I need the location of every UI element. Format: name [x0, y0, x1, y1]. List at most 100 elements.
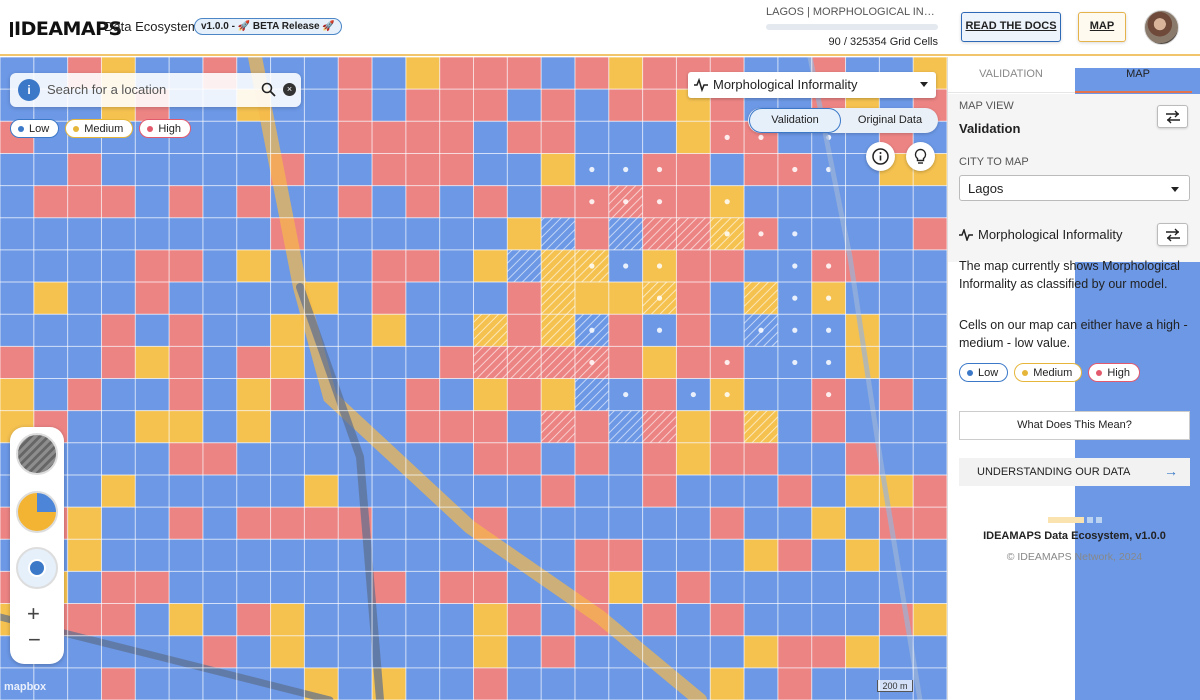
- grid-cell[interactable]: [101, 507, 136, 540]
- grid-cell[interactable]: [0, 249, 34, 283]
- grid-cell[interactable]: [101, 571, 136, 604]
- grid-cell[interactable]: [744, 507, 778, 540]
- grid-cell[interactable]: [879, 185, 914, 218]
- grid-cell[interactable]: [913, 474, 947, 508]
- grid-cell[interactable]: [574, 121, 609, 154]
- grid-cell[interactable]: [608, 442, 643, 475]
- grid-cell[interactable]: [372, 571, 406, 604]
- grid-cell[interactable]: [642, 571, 677, 604]
- grid-cell[interactable]: [169, 314, 203, 347]
- grid-cell[interactable]: [33, 185, 68, 218]
- grid-cell[interactable]: [0, 667, 34, 700]
- grid-cell[interactable]: [101, 539, 136, 572]
- grid-cell[interactable]: [710, 442, 745, 475]
- grid-cell[interactable]: [202, 442, 237, 475]
- grid-cell[interactable]: [304, 89, 339, 122]
- grid-cell[interactable]: [405, 378, 440, 411]
- grid-cell[interactable]: [507, 378, 542, 411]
- grid-cell[interactable]: [135, 378, 170, 411]
- grid-cell[interactable]: [169, 185, 203, 218]
- grid-cell[interactable]: [913, 410, 947, 443]
- grid-cell[interactable]: [372, 89, 406, 122]
- map-button[interactable]: MAP: [1078, 12, 1126, 42]
- grid-cell[interactable]: [777, 571, 812, 604]
- grid-cell[interactable]: [541, 57, 575, 90]
- grid-cell[interactable]: [338, 346, 373, 379]
- search-icon[interactable]: [261, 82, 276, 97]
- grid-cell[interactable]: [270, 314, 305, 347]
- locate-icon[interactable]: [16, 547, 58, 589]
- grid-cell[interactable]: [541, 378, 575, 411]
- grid-cell[interactable]: [710, 571, 745, 604]
- grid-cell[interactable]: [879, 217, 914, 250]
- grid-cell[interactable]: [439, 282, 474, 315]
- grid-cell[interactable]: [811, 539, 846, 572]
- grid-cell[interactable]: [541, 635, 575, 668]
- grid-cell[interactable]: [608, 314, 643, 347]
- grid-layer-icon[interactable]: [16, 491, 58, 533]
- grid-cell[interactable]: [879, 314, 914, 347]
- grid-cell[interactable]: [777, 667, 812, 700]
- grid-cell[interactable]: [473, 89, 508, 122]
- grid-cell[interactable]: [507, 282, 542, 315]
- grid-cell[interactable]: [338, 89, 373, 122]
- grid-cell[interactable]: [372, 474, 406, 508]
- grid-cell[interactable]: [473, 282, 508, 315]
- grid-cell[interactable]: [439, 89, 474, 122]
- grid-cell[interactable]: [67, 603, 102, 636]
- grid-cell[interactable]: [473, 635, 508, 668]
- grid-cell[interactable]: [236, 410, 271, 443]
- clear-icon[interactable]: ×: [283, 83, 296, 96]
- grid-cell[interactable]: [879, 282, 914, 315]
- grid-cell[interactable]: [676, 410, 711, 443]
- grid-cell[interactable]: [439, 442, 474, 475]
- grid-cell[interactable]: [304, 57, 339, 90]
- grid-cell[interactable]: [473, 378, 508, 411]
- grid-cell[interactable]: [372, 378, 406, 411]
- grid-cell[interactable]: [811, 507, 846, 540]
- grid-cell[interactable]: [372, 314, 406, 347]
- grid-cell[interactable]: [304, 249, 339, 283]
- grid-cell[interactable]: [574, 282, 609, 315]
- ideamaps-logo[interactable]: IDEAMAPS: [10, 18, 122, 40]
- grid-cell[interactable]: [372, 185, 406, 218]
- swap-view-button[interactable]: [1157, 105, 1188, 128]
- grid-cell[interactable]: [439, 346, 474, 379]
- grid-cell[interactable]: [676, 635, 711, 668]
- grid-cell[interactable]: [777, 539, 812, 572]
- grid-cell[interactable]: [777, 378, 812, 411]
- grid-cell[interactable]: [236, 474, 271, 508]
- grid-cell[interactable]: [33, 249, 68, 283]
- grid-cell[interactable]: [541, 474, 575, 508]
- grid-cell[interactable]: [676, 442, 711, 475]
- grid-cell[interactable]: [676, 249, 711, 283]
- grid-cell[interactable]: [541, 89, 575, 122]
- grid-cell[interactable]: [338, 603, 373, 636]
- toggle-original-data[interactable]: Original Data: [857, 114, 923, 126]
- grid-cell[interactable]: [372, 121, 406, 154]
- grid-cell[interactable]: [67, 442, 102, 475]
- grid-cell[interactable]: [405, 314, 440, 347]
- grid-cell[interactable]: [913, 571, 947, 604]
- grid-cell[interactable]: [270, 442, 305, 475]
- grid-cell[interactable]: [710, 603, 745, 636]
- grid-cell[interactable]: [642, 57, 677, 90]
- grid-cell[interactable]: [473, 474, 508, 508]
- grid-cell[interactable]: [744, 539, 778, 572]
- grid-cell[interactable]: [135, 507, 170, 540]
- grid-cell[interactable]: [913, 603, 947, 636]
- grid-cell[interactable]: [608, 667, 643, 700]
- grid-cell[interactable]: [304, 217, 339, 250]
- grid-cell[interactable]: [710, 153, 745, 186]
- grid-cell[interactable]: [473, 121, 508, 154]
- grid-cell[interactable]: [270, 507, 305, 540]
- grid-cell[interactable]: [67, 474, 102, 508]
- grid-cell[interactable]: [439, 121, 474, 154]
- grid-cell[interactable]: [101, 346, 136, 379]
- grid-cell[interactable]: [676, 539, 711, 572]
- grid-cell[interactable]: [439, 603, 474, 636]
- grid-cell[interactable]: [777, 474, 812, 508]
- grid-cell[interactable]: [338, 667, 373, 700]
- grid-cell[interactable]: [676, 314, 711, 347]
- grid-cell[interactable]: [101, 378, 136, 411]
